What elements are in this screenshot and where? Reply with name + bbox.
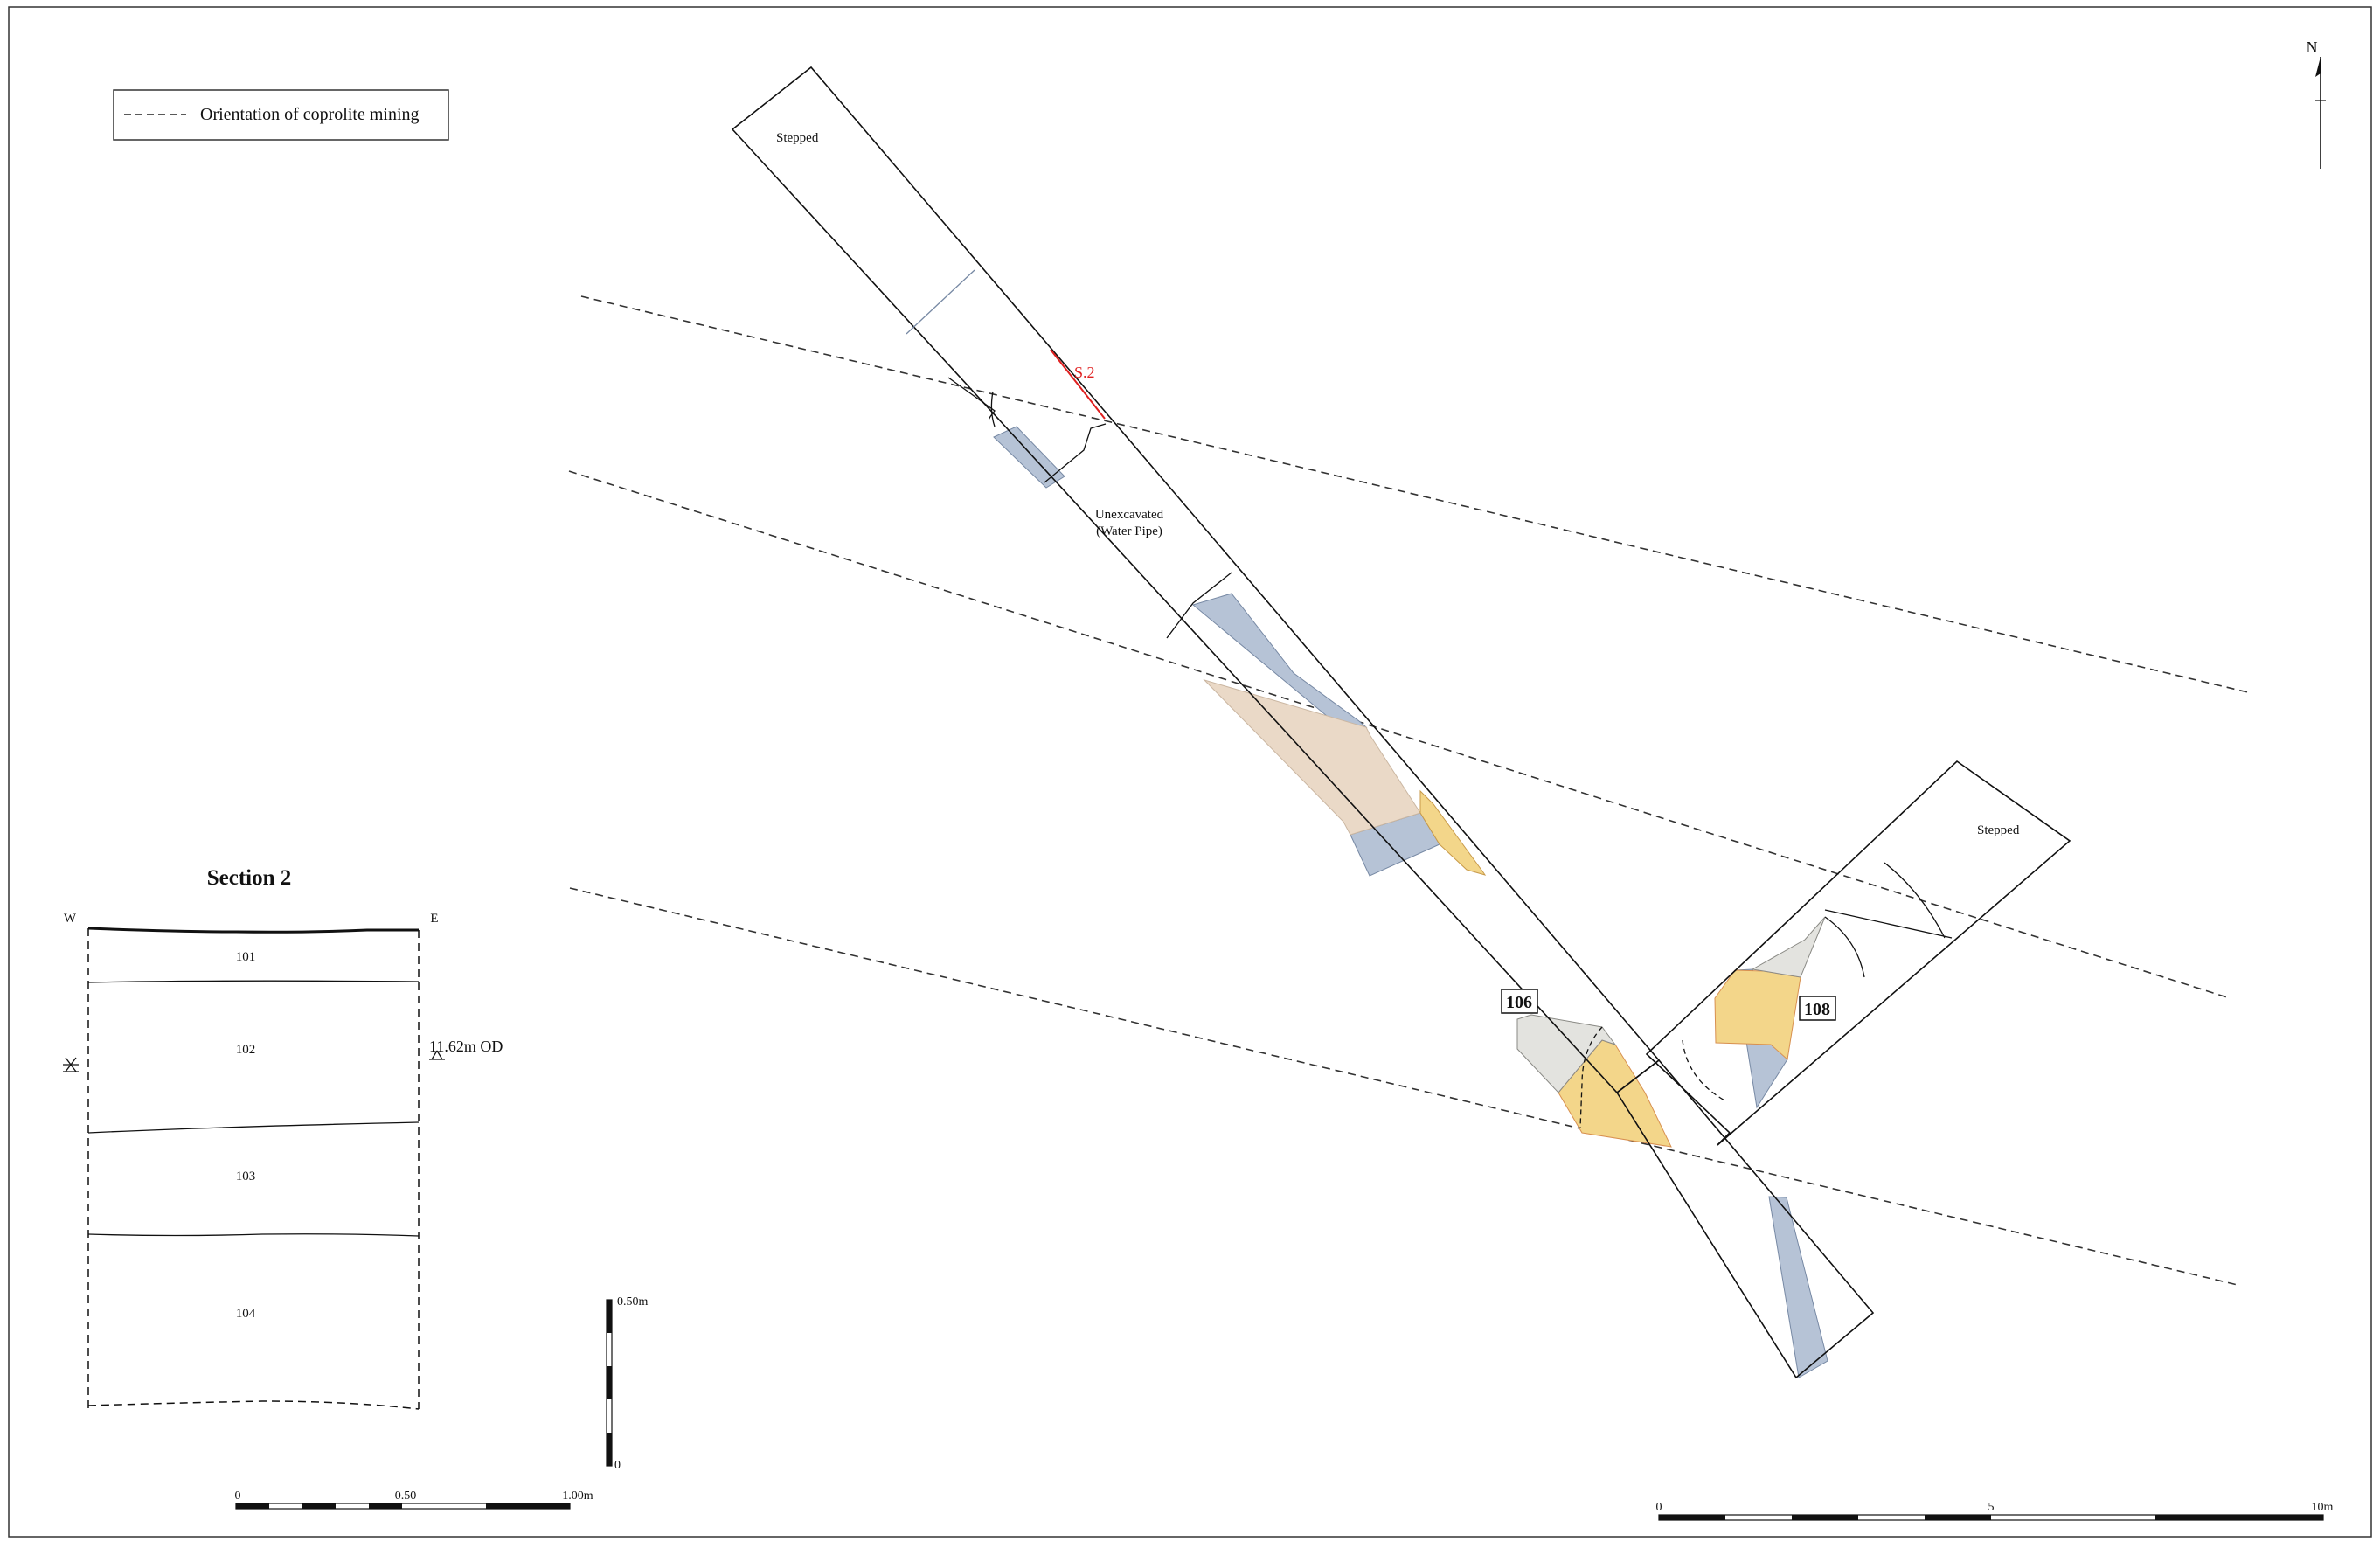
coprolite-line-south [569,887,2238,1286]
layer-104-label: 104 [236,1307,256,1321]
vertical-scale-top: 0.50m [617,1295,649,1309]
layer-102-label: 102 [236,1043,256,1057]
vertical-scale-bottom: 0 [614,1459,621,1472]
coprolite-orientation-lines [568,295,2249,1286]
cut-line-7 [1884,862,1946,939]
section-ground-surface [87,927,419,934]
legend: Orientation of coprolite mining [113,89,449,141]
trench-return [1717,1132,1731,1146]
stepped-label-nw: Stepped [776,131,819,145]
coprolite-line-north [580,295,2249,693]
blue-deposit-5 [1768,1196,1828,1378]
layer-103-label: 103 [236,1170,256,1184]
yellow-deposit-1 [1419,789,1487,876]
vertical-scale-bar: 0.50m 0 [606,1295,649,1472]
water-pipe-label: (Water Pipe) [1096,524,1162,538]
trench-east-arm [1645,760,2071,1146]
feature-108-box [1799,996,1836,1021]
feature-106-label: 106 [1501,989,1538,1014]
datum-marker-west [63,1057,79,1072]
plan-scale-bar: 0 5 10m [1656,1501,2334,1521]
section-east-label: E [430,912,438,926]
cut-line-4 [1166,572,1232,639]
datum-label: 11.62m OD [429,1038,503,1055]
section-title: Section 2 [207,866,292,890]
north-arrow: N [2307,38,2326,169]
plan-fills [993,426,1828,1378]
grey-deposit-106 [1516,1014,1617,1093]
plan-scale-mid: 5 [1988,1501,1995,1514]
cut-line-106-dashed [1579,1026,1603,1128]
grey-deposit-108 [1751,916,1826,978]
feature-108-label: 108 [1799,996,1836,1021]
feature-106-number: 106 [1506,993,1532,1012]
north-arrow-head [2315,57,2321,77]
coprolite-line-middle [568,470,2228,998]
cut-lines [947,377,1953,1128]
legend-box [113,89,449,141]
unexcavated-label: Unexcavated [1095,508,1164,522]
section-base [87,1400,420,1410]
north-label: N [2307,38,2318,56]
cut-line-3 [1044,423,1107,483]
legend-label: Orientation of coprolite mining [200,105,420,124]
layer-boundary-101-102 [87,980,420,983]
feature-106-box [1501,989,1538,1014]
section-line-s2 [1050,349,1106,420]
cut-line-1 [947,377,996,420]
trench-outlines [731,66,2071,1379]
section-scale-bar: 0 0.50 1.00m [235,1489,593,1510]
cut-line-5 [1824,916,1865,978]
section-scale-start: 0 [235,1489,241,1503]
trench-main-north-arm [731,66,1661,1094]
plan-scale-end: 10m [2312,1501,2334,1514]
layer-boundary-103-104 [87,1233,420,1237]
section-scale-mid: 0.50 [395,1489,417,1503]
sheet-border [8,6,2372,1538]
yellow-deposit-108 [1714,969,1801,1060]
section-2-drawing: Section 2 W E 101 102 103 104 11.62m OD [63,866,503,1410]
layer-101-label: 101 [236,950,256,964]
section-scale-end: 1.00m [562,1489,593,1503]
cut-line-108-dashed [1682,1039,1727,1102]
cut-line-6 [1824,909,1953,939]
feature-108-number: 108 [1804,1000,1830,1019]
blue-cut-line [906,269,975,335]
trench-main-south-arm [1615,1059,1875,1379]
section-west-label: W [64,912,77,926]
datum-marker-east [429,1050,445,1060]
cut-line-2 [990,391,996,427]
plan-scale-start: 0 [1656,1501,1662,1514]
section-s2-label: S.2 [1074,364,1095,381]
stepped-label-east: Stepped [1977,823,2020,837]
layer-boundary-102-103 [87,1121,420,1134]
